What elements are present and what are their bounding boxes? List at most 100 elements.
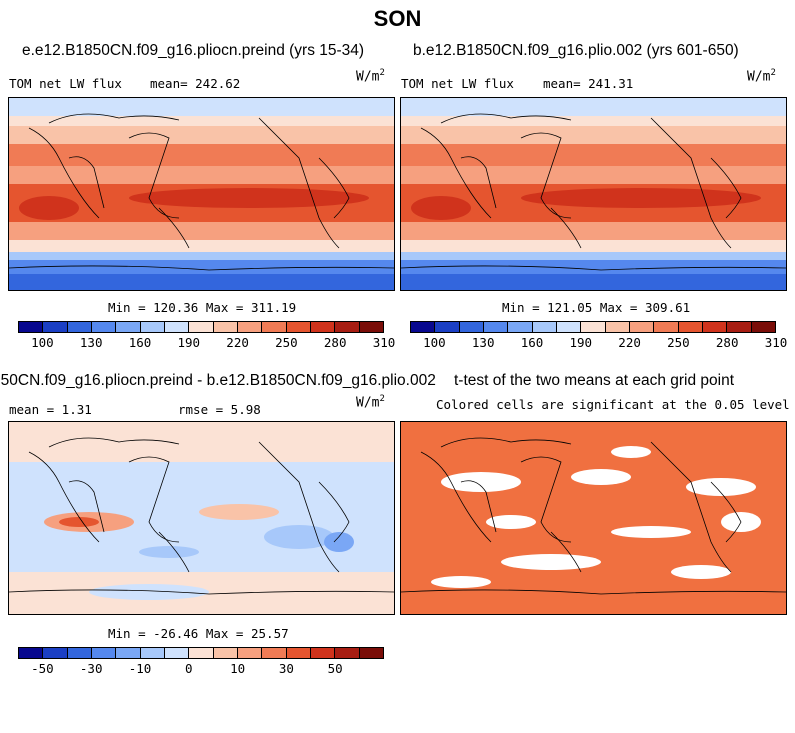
colorbar-swatch [164,322,190,332]
colorbar-tick-label: 0 [185,661,193,676]
colorbar-abs-1-ticks: 100 130 160 190 220 250 280 310 [18,333,395,350]
colorbar-swatch [43,322,68,332]
colorbar-tick-label: 50 [327,661,343,676]
panel4-title: t-test of the two means at each grid poi… [454,372,735,389]
colorbar-swatch [67,648,92,658]
panel3-title: e.e12.B1850CN.f09_g16.pliocn.preind - b.… [0,372,436,389]
colorbar-swatch [286,322,311,332]
colorbar-tick-label: 310 [764,335,788,350]
colorbar-swatch [286,648,311,658]
colorbar-swatch [91,322,117,332]
colorbar-swatch [508,322,533,332]
colorbar-swatch [629,322,655,332]
colorbar-tick-label: 220 [226,335,249,350]
colorbar-tick-label: 160 [520,335,544,350]
panel3-title-wrap: e.e12.B1850CN.f09_g16.pliocn.preind - b.… [0,372,460,390]
panel3-map [8,421,395,615]
panel2-variable: TOM net LW flux [401,76,514,91]
colorbar-swatch [605,322,630,332]
colorbar-swatch [19,648,44,658]
colorbar-tick-label: 130 [79,335,103,350]
colorbar-swatch [359,648,383,658]
panel1-title: e.e12.B1850CN.f09_g16.pliocn.preind (yrs… [22,42,365,59]
colorbar-swatch [435,322,460,332]
panel1-minmax: Min = 120.36 Max = 311.19 [108,300,297,315]
panel1-map [8,97,395,291]
colorbar-swatch [262,322,287,332]
panel1-mean: mean= 242.62 [150,76,241,91]
panel2-colorbar: 100 130 160 190 220 250 280 310 [410,321,787,350]
colorbar-swatch [67,322,92,332]
colorbar-swatch [164,648,190,658]
colorbar-swatch [310,322,336,332]
colorbar-tick-label: 280 [715,335,739,350]
colorbar-diff [18,647,384,659]
colorbar-swatch [262,648,287,658]
colorbar-swatch [581,322,606,332]
panel4-note: Colored cells are significant at the 0.0… [436,397,790,412]
colorbar-swatch [19,322,44,332]
panel2-mean: mean= 241.31 [543,76,634,91]
colorbar-tick-label: 190 [177,335,201,350]
colorbar-tick-label: 310 [372,335,396,350]
panel3-units: W/m2 [356,394,385,411]
panel2-title: b.e12.B1850CN.f09_g16.plio.002 (yrs 601-… [413,42,739,59]
colorbar-swatch [116,648,141,658]
colorbar-tick-label: 130 [471,335,495,350]
colorbar-swatch [213,648,238,658]
colorbar-tick-label: 10 [230,661,246,676]
colorbar-abs-2 [410,321,776,333]
colorbar-swatch [116,322,141,332]
colorbar-abs-1 [18,321,384,333]
colorbar-tick-label: 190 [569,335,593,350]
colorbar-swatch [483,322,509,332]
colorbar-tick-label: -30 [79,661,103,676]
colorbar-swatch [532,322,557,332]
colorbar-tick-label: 30 [278,661,294,676]
colorbar-tick-label: 250 [275,335,298,350]
panel2-units: W/m2 [747,68,776,85]
colorbar-swatch [140,648,165,658]
colorbar-swatch [359,322,383,332]
figure-title: SON [373,6,422,31]
colorbar-tick-label: 160 [128,335,152,350]
panel1-variable: TOM net LW flux [9,76,122,91]
panel3-rmse: rmse = 5.98 [178,402,261,417]
panel2-map [400,97,787,291]
panel1-units: W/m2 [356,68,385,85]
colorbar-tick-label: 100 [423,335,446,350]
colorbar-swatch [310,648,336,658]
colorbar-swatch [237,322,263,332]
panel4-map [400,421,787,615]
colorbar-swatch [140,322,165,332]
colorbar-swatch [213,322,238,332]
colorbar-swatch [702,322,728,332]
colorbar-swatch [335,648,360,658]
colorbar-swatch [459,322,484,332]
colorbar-swatch [189,322,214,332]
colorbar-tick-label: 220 [618,335,641,350]
colorbar-swatch [237,648,263,658]
panel3-mean: mean = 1.31 [9,402,92,417]
colorbar-diff-ticks: -50 -30 -10 0 10 30 50 [18,659,384,676]
colorbar-tick-label: 250 [667,335,690,350]
colorbar-swatch [678,322,703,332]
colorbar-swatch [91,648,117,658]
colorbar-swatch [556,322,582,332]
panel2-minmax: Min = 121.05 Max = 309.61 [502,300,691,315]
colorbar-swatch [43,648,68,658]
colorbar-tick-label: 280 [323,335,347,350]
colorbar-tick-label: -50 [31,661,54,676]
colorbar-swatch [411,322,436,332]
colorbar-swatch [189,648,214,658]
colorbar-tick-label: 100 [31,335,54,350]
panel3-colorbar: -50 -30 -10 0 10 30 50 [18,647,384,676]
colorbar-swatch [751,322,775,332]
panel1-colorbar: 100 130 160 190 220 250 280 310 [18,321,395,350]
colorbar-tick-label: -10 [128,661,152,676]
colorbar-abs-2-ticks: 100 130 160 190 220 250 280 310 [410,333,787,350]
colorbar-swatch [727,322,752,332]
colorbar-swatch [335,322,360,332]
colorbar-swatch [654,322,679,332]
panel3-minmax: Min = -26.46 Max = 25.57 [108,626,289,641]
